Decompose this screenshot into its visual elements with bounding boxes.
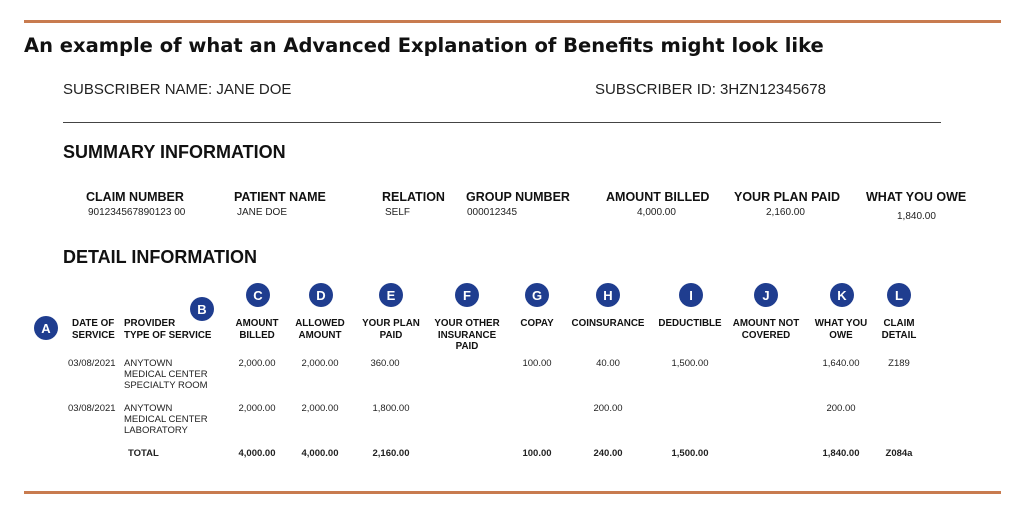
summary-header-amount-billed: AMOUNT BILLED [606, 190, 710, 204]
subscriber-id: SUBSCRIBER ID: 3HZN12345678 [595, 81, 826, 98]
col-deductible: DEDUCTIBLE [658, 318, 722, 329]
col-allowed-amount: ALLOWED AMOUNT [295, 318, 345, 341]
total-allowed-amount: 4,000.00 [301, 448, 339, 459]
summary-header-claim-number: CLAIM NUMBER [86, 190, 184, 204]
row2-amount-billed: 2,000.00 [238, 403, 276, 414]
row1-what-you-owe: 1,640.00 [822, 358, 860, 369]
total-label: TOTAL [128, 448, 159, 459]
badge-g: G [525, 283, 549, 307]
badge-h: H [596, 283, 620, 307]
row1-claim-detail: Z189 [888, 358, 910, 369]
row2-what-you-owe: 200.00 [826, 403, 856, 414]
badge-b: B [190, 297, 214, 321]
row2-date: 03/08/2021 [68, 403, 116, 414]
row1-allowed-amount: 2,000.00 [301, 358, 339, 369]
subscriber-name: SUBSCRIBER NAME: JANE DOE [63, 81, 292, 98]
row1-provider: ANYTOWN MEDICAL CENTER SPECIALTY ROOM [124, 358, 208, 391]
summary-value-what-you-owe: 1,840.00 [897, 211, 936, 222]
badge-k: K [830, 283, 854, 307]
badge-e: E [379, 283, 403, 307]
badge-c: C [246, 283, 270, 307]
col-not-covered: AMOUNT NOT COVERED [732, 318, 800, 341]
total-claim-detail: Z084a [885, 448, 913, 459]
row1-date: 03/08/2021 [68, 358, 116, 369]
total-copay: 100.00 [522, 448, 552, 459]
summary-value-group-number: 000012345 [467, 207, 518, 218]
total-what-you-owe: 1,840.00 [822, 448, 860, 459]
badge-j: J [754, 283, 778, 307]
summary-header-patient-name: PATIENT NAME [234, 190, 326, 204]
badge-f: F [455, 283, 479, 307]
col-what-you-owe: WHAT YOU OWE [814, 318, 868, 341]
row1-copay: 100.00 [522, 358, 552, 369]
summary-header-what-you-owe: WHAT YOU OWE [866, 190, 967, 204]
total-coinsurance: 240.00 [593, 448, 623, 459]
summary-value-relation: SELF [385, 207, 411, 218]
col-claim-detail: CLAIM DETAIL [881, 318, 917, 341]
badge-l: L [887, 283, 911, 307]
page-headline: An example of what an Advanced Explanati… [24, 34, 824, 57]
badge-d: D [309, 283, 333, 307]
bottom-rule [24, 491, 1001, 494]
col-amount-billed: AMOUNT BILLED [235, 318, 279, 341]
row2-coinsurance: 200.00 [593, 403, 623, 414]
col-plan-paid: YOUR PLAN PAID [362, 318, 420, 341]
row2-plan-paid: 1,800.00 [372, 403, 410, 414]
badge-a: A [34, 316, 58, 340]
col-date-of-service: DATE OF SERVICE [72, 318, 115, 341]
summary-value-claim-number: 901234567890123 00 [88, 207, 186, 218]
summary-header-plan-paid: YOUR PLAN PAID [734, 190, 841, 204]
summary-value-plan-paid: 2,160.00 [766, 207, 805, 218]
header-divider [63, 122, 941, 123]
row2-provider: ANYTOWN MEDICAL CENTER LABORATORY [124, 403, 208, 436]
row1-amount-billed: 2,000.00 [238, 358, 276, 369]
badge-i: I [679, 283, 703, 307]
row1-plan-paid: 360.00 [370, 358, 400, 369]
summary-header-group-number: GROUP NUMBER [466, 190, 570, 204]
total-deductible: 1,500.00 [671, 448, 709, 459]
summary-header-relation: RELATION [382, 190, 445, 204]
total-plan-paid: 2,160.00 [372, 448, 410, 459]
col-other-insurance: YOUR OTHER INSURANCE PAID [434, 318, 500, 352]
summary-value-amount-billed: 4,000.00 [637, 207, 676, 218]
row2-allowed-amount: 2,000.00 [301, 403, 339, 414]
summary-title: SUMMARY INFORMATION [63, 142, 286, 162]
col-provider: PROVIDER TYPE OF SERVICE [124, 318, 212, 341]
row1-deductible: 1,500.00 [671, 358, 709, 369]
row1-coinsurance: 40.00 [596, 358, 620, 369]
col-coinsurance: COINSURANCE [571, 318, 645, 329]
summary-value-patient-name: JANE DOE [237, 207, 288, 218]
top-rule [24, 20, 1001, 23]
detail-title: DETAIL INFORMATION [63, 247, 257, 267]
total-amount-billed: 4,000.00 [238, 448, 276, 459]
col-copay: COPAY [520, 318, 554, 329]
